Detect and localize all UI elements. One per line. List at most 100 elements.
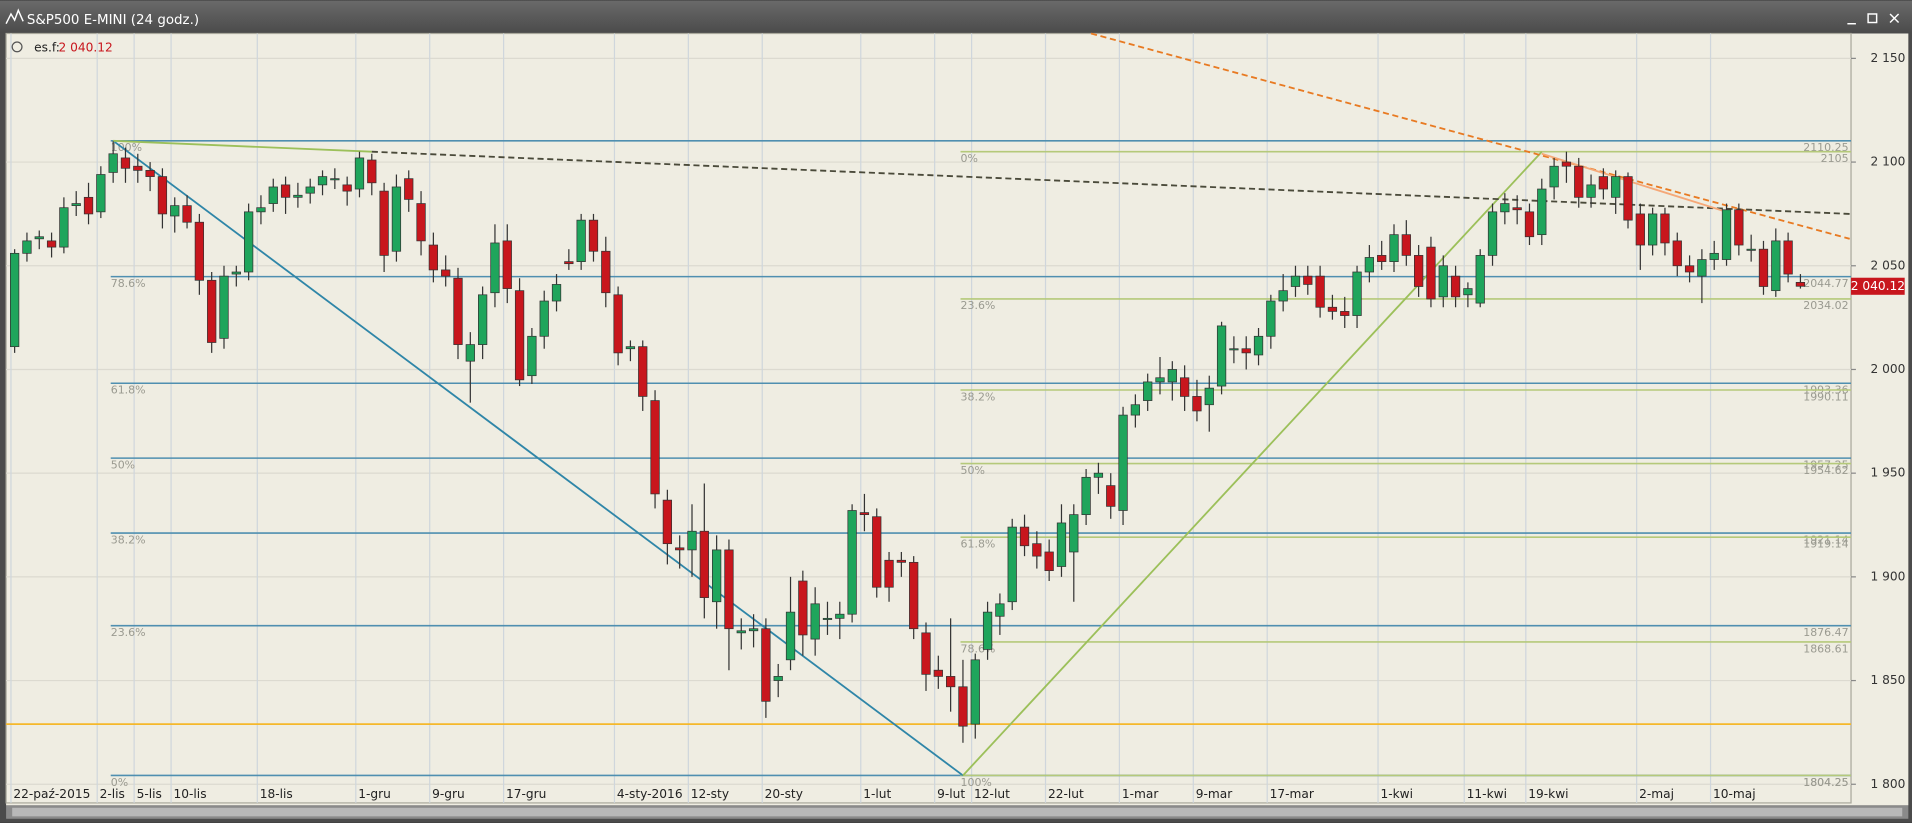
candle-body: [1216, 325, 1227, 387]
candle-body: [120, 157, 131, 169]
title-bar: [0, 0, 1912, 34]
candle-body: [416, 203, 426, 242]
candle-body: [773, 676, 783, 681]
candle-body: [761, 628, 771, 702]
candle-body: [724, 549, 734, 630]
candle-body: [896, 559, 907, 563]
candle-body: [1783, 240, 1793, 275]
trend-line: [371, 150, 1850, 215]
y-tick-label: 2 100: [1871, 155, 1906, 169]
candle-body: [1118, 414, 1128, 511]
candle-body: [465, 344, 475, 362]
y-tick-label: 1 950: [1871, 466, 1906, 480]
candle-body: [1007, 526, 1017, 603]
candle-body: [798, 580, 808, 636]
candle-body: [1771, 240, 1781, 292]
candle-body: [1672, 240, 1682, 267]
candle-body: [785, 611, 796, 661]
crosshair-icon[interactable]: [11, 41, 23, 53]
fib-value-label: 1804.25: [1803, 776, 1848, 789]
candle-body: [1130, 404, 1141, 416]
fib-value-label: 2105: [1821, 152, 1849, 165]
x-tick-label: 18-lis: [260, 787, 293, 801]
candle-body: [1795, 281, 1806, 287]
fib-ratio-label: 0%: [111, 776, 128, 789]
candle-body: [1278, 290, 1288, 302]
candle-body: [404, 178, 414, 200]
plot-frame: [5, 32, 1852, 804]
candle-body: [1660, 213, 1670, 244]
candle-body: [527, 335, 537, 377]
candle-body: [748, 628, 759, 632]
candle-body: [822, 617, 833, 620]
candle-body: [1586, 184, 1596, 198]
candle-body: [1721, 209, 1732, 260]
candle-body: [1709, 252, 1719, 260]
x-tick-label: 5-lis: [137, 787, 162, 801]
candle-body: [638, 346, 648, 397]
candle-body: [453, 277, 463, 345]
x-tick-label: 1-lut: [863, 787, 891, 801]
candle-body: [354, 157, 365, 190]
candle-body: [1364, 257, 1375, 273]
candle-body: [699, 530, 709, 598]
candle-body: [847, 510, 857, 615]
candle-body: [1352, 271, 1362, 316]
candle-body: [256, 207, 266, 213]
fib-value-label: 1868.61: [1803, 642, 1848, 655]
fib-value-label: 1919.14: [1803, 537, 1848, 550]
last-price-header: 2 040.12: [59, 41, 113, 55]
candle-body: [1574, 165, 1584, 198]
candle-body: [182, 205, 192, 223]
candle-body: [342, 184, 352, 192]
y-tick-label: 2 000: [1871, 362, 1906, 376]
candle-body: [317, 176, 328, 186]
y-tick-label: 1 900: [1871, 569, 1906, 583]
symbol-label: es.f:: [34, 41, 60, 55]
trend-line: [1090, 32, 1850, 240]
fib-ratio-label: 23.6%: [961, 299, 996, 312]
candle-body: [1389, 234, 1399, 262]
window-controls[interactable]: [1847, 13, 1900, 25]
candle-body: [194, 221, 205, 281]
candle-body: [1438, 265, 1448, 298]
fib-ratio-label: 50%: [961, 464, 985, 477]
x-tick-label: 4-sty-2016: [617, 787, 683, 801]
candle-body: [1500, 203, 1510, 213]
candle-body: [687, 530, 697, 551]
candle-body: [1746, 248, 1756, 251]
candle-body: [305, 186, 315, 194]
x-tick-label: 1-kwi: [1380, 787, 1413, 801]
candle-body: [1081, 476, 1091, 516]
candle-body: [1204, 387, 1214, 406]
candle-body: [1303, 275, 1313, 285]
fib-value-label: 2034.02: [1803, 299, 1848, 312]
fib-value-label: 2044.77: [1803, 277, 1848, 290]
y-tick-label: 1 800: [1871, 777, 1906, 791]
fib-value-label: 1957.25: [1803, 458, 1848, 471]
candle-body: [982, 611, 993, 650]
fib-ratio-label: 78.6%: [111, 277, 146, 290]
candle-body: [909, 561, 919, 630]
x-tick-label: 2-lis: [100, 787, 125, 801]
candle-body: [1032, 543, 1042, 557]
scrollbar-thumb[interactable]: [12, 807, 1903, 817]
candle-body: [650, 400, 660, 495]
y-tick-label: 2 050: [1871, 258, 1906, 272]
candle-body: [59, 207, 69, 248]
candle-body: [1426, 246, 1436, 300]
fib-value-label: 1804.25: [1803, 776, 1848, 789]
candle-body: [1512, 207, 1522, 211]
x-tick-label: 22-lut: [1048, 787, 1084, 801]
candle-body: [441, 269, 451, 277]
maximize-button[interactable]: [1867, 13, 1878, 24]
candle-body: [1549, 165, 1559, 188]
candle-body: [1524, 211, 1535, 238]
x-tick-label: 9-lut: [937, 787, 965, 801]
fib-ratio-label: 38.2%: [111, 533, 146, 546]
candle-body: [243, 211, 254, 273]
close-button[interactable]: [1889, 13, 1900, 24]
x-tick-label: 10-maj: [1713, 787, 1756, 801]
